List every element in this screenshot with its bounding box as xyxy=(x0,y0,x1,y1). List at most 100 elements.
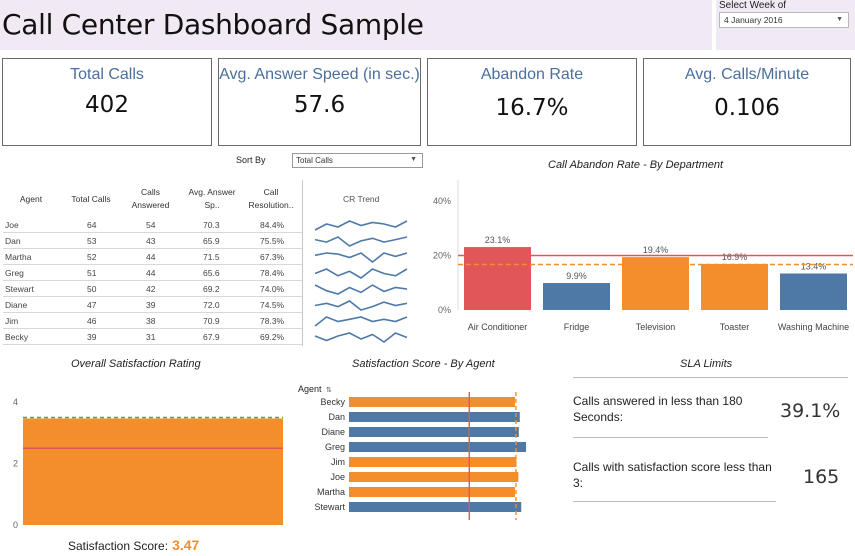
table-cell: 39 xyxy=(87,332,97,342)
kpi-avg-answer-speed: Avg. Answer Speed (in sec.) 57.6 xyxy=(218,58,421,146)
kpi-value: 57.6 xyxy=(293,92,346,118)
table-row[interactable]: Joe 64 54 70.3 84.4% xyxy=(3,217,303,233)
satisfaction-score-value: 3.47 xyxy=(172,537,200,553)
bar-air-conditioner xyxy=(464,247,531,310)
sort-icon: ⇅ xyxy=(326,386,332,394)
week-select[interactable]: 4 January 2016 ▼ xyxy=(719,12,849,28)
table-cell: 78.4% xyxy=(260,268,285,278)
sla-title: SLA Limits xyxy=(680,358,733,370)
sparkline-dan xyxy=(314,236,408,247)
col-header-agent[interactable]: Agent xyxy=(19,194,43,204)
bar-jim xyxy=(349,457,517,467)
cr-trend-sparklines xyxy=(314,220,408,343)
y-tick-label: Stewart xyxy=(314,502,345,512)
x-tick-label: Air Conditioner xyxy=(468,322,528,332)
table-cell: 53 xyxy=(87,236,97,246)
satisfaction-score: Satisfaction Score: 3.47 xyxy=(68,537,199,553)
bar-diane xyxy=(349,427,519,437)
sparkline-martha xyxy=(314,252,408,264)
table-cell: 42 xyxy=(146,284,156,294)
x-tick-label: Washing Machine xyxy=(778,322,849,332)
bar-data-label: 9.9% xyxy=(566,271,587,281)
y-tick-label: 0% xyxy=(438,305,451,315)
table-row[interactable]: Martha 52 44 71.5 67.3% xyxy=(3,249,303,265)
y-tick-label: 4 xyxy=(13,397,18,407)
table-cell: 64 xyxy=(87,220,97,230)
y-tick-label: 20% xyxy=(433,251,451,261)
bar-becky xyxy=(349,397,515,407)
table-cell: Dan xyxy=(5,236,21,246)
kpi-label: Abandon Rate xyxy=(480,66,584,83)
y-tick-label: Dan xyxy=(328,412,345,422)
table-cell: 51 xyxy=(87,268,97,278)
y-tick-label: Joe xyxy=(330,472,345,482)
y-tick-label: Greg xyxy=(325,442,345,452)
table-row[interactable]: Greg 51 44 65.6 78.4% xyxy=(3,265,303,281)
bar-data-label: 16.9% xyxy=(722,252,748,262)
table-cell: 67.9 xyxy=(203,332,220,342)
y-tick-label: Jim xyxy=(331,457,345,467)
y-tick-label: Diane xyxy=(321,427,345,437)
col-header-calls-answered[interactable]: Calls Answered xyxy=(131,187,170,210)
col-header-avg-answer-speed[interactable]: Avg. Answer Sp.. xyxy=(188,187,236,210)
table-cell: 50 xyxy=(87,284,97,294)
col-header-cr-trend: CR Trend xyxy=(343,194,380,204)
divider xyxy=(573,501,776,502)
table-cell: 52 xyxy=(87,252,97,262)
x-tick-label: Television xyxy=(636,322,676,332)
bar-stewart xyxy=(349,502,522,512)
sort-by-select[interactable]: Total Calls ▼ xyxy=(292,153,423,168)
table-cell: 67.3% xyxy=(260,252,285,262)
table-cell: 74.5% xyxy=(260,300,285,310)
table-cell: Greg xyxy=(5,268,24,278)
bar-data-label: 23.1% xyxy=(485,235,511,245)
page-title: Call Center Dashboard Sample xyxy=(2,8,424,41)
table-row[interactable]: Stewart 50 42 69.2 74.0% xyxy=(3,281,303,297)
bar-fridge xyxy=(543,283,610,310)
y-tick-label: Martha xyxy=(317,487,345,497)
sla-item-text: Calls with satisfaction score less than … xyxy=(573,460,772,490)
col-header-call-resolution[interactable]: Call Resolution.. xyxy=(248,187,294,210)
table-cell: Jim xyxy=(5,316,19,326)
sort-by-label: Sort By xyxy=(236,155,266,165)
bar-martha xyxy=(349,487,515,497)
table-cell: 43 xyxy=(146,236,156,246)
table-cell: Stewart xyxy=(5,284,34,294)
satisfaction-score-label: Satisfaction Score: xyxy=(68,539,169,553)
table-row[interactable]: Diane 47 39 72.0 74.5% xyxy=(3,297,303,313)
table-cell: 69.2 xyxy=(203,284,220,294)
week-select-value: 4 January 2016 xyxy=(724,15,783,25)
table-cell: 72.0 xyxy=(203,300,220,310)
agent-score-chart-title: Satisfaction Score - By Agent xyxy=(352,358,495,370)
table-cell: 46 xyxy=(87,316,97,326)
bar-joe xyxy=(349,472,519,482)
chevron-down-icon: ▼ xyxy=(410,156,417,163)
table-cell: 39 xyxy=(146,300,156,310)
table-cell: 70.9 xyxy=(203,316,220,326)
table-row[interactable]: Dan 53 43 65.9 75.5% xyxy=(3,233,303,249)
sparkline-jim xyxy=(314,316,408,327)
sort-by-value: Total Calls xyxy=(296,156,333,165)
table-cell: Diane xyxy=(5,300,28,310)
y-tick-label: 2 xyxy=(13,459,18,469)
table-cell: 70.3 xyxy=(203,220,220,230)
table-cell: 71.5 xyxy=(203,252,220,262)
col-header-total-calls[interactable]: Total Calls xyxy=(71,194,111,204)
table-cell: 31 xyxy=(146,332,156,342)
sla-item-text: Calls answered in less than 180 Seconds: xyxy=(573,394,743,424)
kpi-value: 16.7% xyxy=(495,95,569,121)
bar-dan xyxy=(349,412,520,422)
sparkline-becky xyxy=(314,332,408,343)
table-row[interactable]: Becky 39 31 67.9 69.2% xyxy=(3,329,303,345)
sparkline-greg xyxy=(314,268,408,279)
table-cell: 54 xyxy=(146,220,156,230)
bar-television xyxy=(622,257,689,310)
sparkline-stewart xyxy=(314,284,408,295)
table-cell: Becky xyxy=(5,332,29,342)
y-tick-label: 0 xyxy=(13,520,18,530)
satisfaction-area xyxy=(23,418,283,525)
table-row[interactable]: Jim 46 38 70.9 78.3% xyxy=(3,313,303,329)
table-cell: 65.6 xyxy=(203,268,220,278)
sparkline-diane xyxy=(314,300,408,311)
sla-item-value: 39.1% xyxy=(780,400,841,422)
